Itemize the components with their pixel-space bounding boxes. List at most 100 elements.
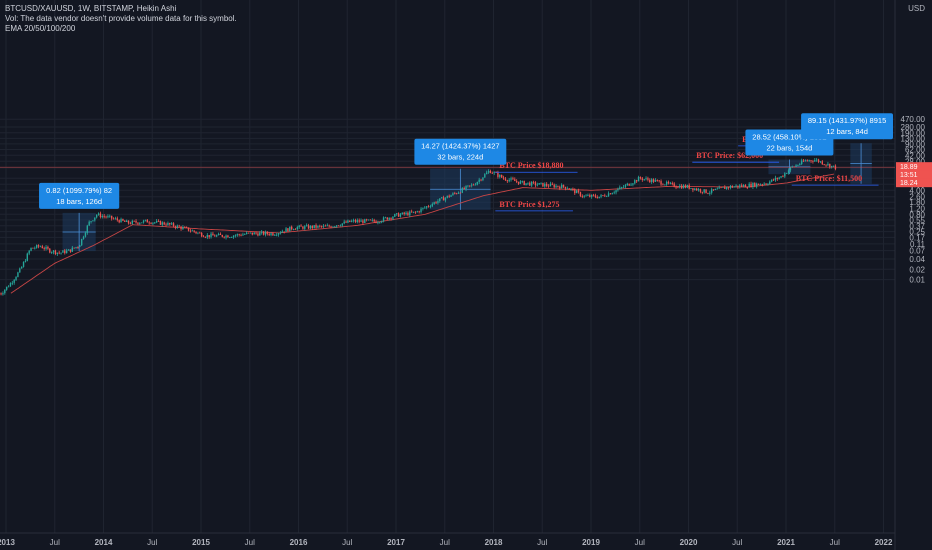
candle-body [133,220,135,222]
candle-body [244,234,246,235]
candle-body [774,177,777,181]
candle-body [356,220,358,222]
candle-body [710,189,713,193]
candle-body [390,217,392,219]
candle-body [101,215,103,218]
candle-body [673,183,675,187]
candle-body [602,195,604,197]
candle-body [821,161,823,165]
candle-body [137,222,139,224]
candle-body [690,188,692,189]
candle-body [64,250,66,254]
candle-body [405,212,407,215]
symbol-title[interactable]: BTCUSD/XAUUSD, 1W, BITSTAMP, Heikin Ashi [5,4,177,13]
candle-body [52,250,55,253]
y-tick-label: 0.80 [909,210,925,219]
candle-body [73,247,75,249]
candle-body [594,195,597,198]
candle-body [521,181,523,182]
candle-body [332,226,334,228]
candle-body [703,189,705,193]
ema-lines [10,173,835,294]
candle-body [146,219,148,223]
candle-body [557,185,559,187]
candle-body [107,216,109,218]
candle-body [79,245,81,248]
candle-body [260,231,263,233]
candle-body [30,247,32,251]
candle-body [339,225,342,227]
candle-body [590,194,593,197]
candle-body [259,232,261,236]
x-tick-label: Jul [147,538,157,547]
price-axis[interactable]: 470.00280.00190.00130.0090.0062.0042.002… [894,0,926,550]
candle-body [772,179,775,181]
candle-body [454,193,456,195]
price-tag-value: 13:51 [900,172,918,179]
candle-body [407,212,409,216]
candle-body [155,220,158,223]
candle-body [530,181,533,186]
candle-body [275,234,278,236]
candle-body [311,225,313,229]
candle-body [446,195,448,198]
candle-body [257,233,259,236]
candle-body [613,192,615,194]
candle-body [823,164,825,166]
candle-body [302,226,304,229]
candle-body [752,183,754,188]
candle-body [418,211,420,213]
candle-body [13,279,15,283]
y-tick-label: 0.17 [909,233,925,242]
candle-body [377,222,379,224]
y-tick-label: 1.20 [909,204,925,213]
candle-body [737,185,739,188]
ema-label[interactable]: EMA 20/50/100/200 [5,24,76,33]
candle-body [515,181,518,182]
candle-body [660,181,662,185]
volume-note: Vol: The data vendor doesn't provide vol… [5,14,237,23]
candle-body [403,212,405,215]
candle-body [182,226,184,230]
candle-body [671,182,673,184]
candle-body [187,227,190,231]
candle-body [469,185,471,187]
candle-body [645,178,647,180]
candle-body [309,225,312,229]
candle-body [493,172,495,174]
candle-body [746,187,748,189]
candle-body [489,170,492,174]
candle-body [459,192,462,194]
candle-body [587,195,589,196]
candle-body [508,179,510,182]
measure-boxes[interactable] [62,143,872,252]
candle-body [731,185,733,188]
candle-body [484,174,486,178]
grid-lines [0,0,895,533]
candle-body [15,276,17,280]
candle-body [9,283,12,287]
candle-body [380,221,383,223]
x-tick-label: Jul [732,538,742,547]
candle-body [465,186,467,190]
candle-body [589,195,591,197]
candle-body [435,202,437,204]
candle-body [414,211,417,213]
candle-body [114,218,117,220]
candle-body [650,179,653,183]
candle-body [215,235,218,237]
candle-body [712,189,715,191]
candle-body [204,236,207,238]
candle-body [214,235,216,237]
x-tick-label: 2014 [95,538,113,547]
candle-body [654,180,657,182]
candle-body [725,186,728,189]
y-tick-label: 280.00 [901,123,926,132]
candle-body [622,186,625,188]
measure-label-duration: 18 bars, 126d [56,197,102,206]
candle-body [442,197,445,201]
candle-body [58,252,60,254]
time-axis[interactable]: 2013 Jul 2014 Jul 2015 Jul 2016 Jul 2017 Jul 2018 J… [0,532,895,547]
candle-body [527,182,529,184]
